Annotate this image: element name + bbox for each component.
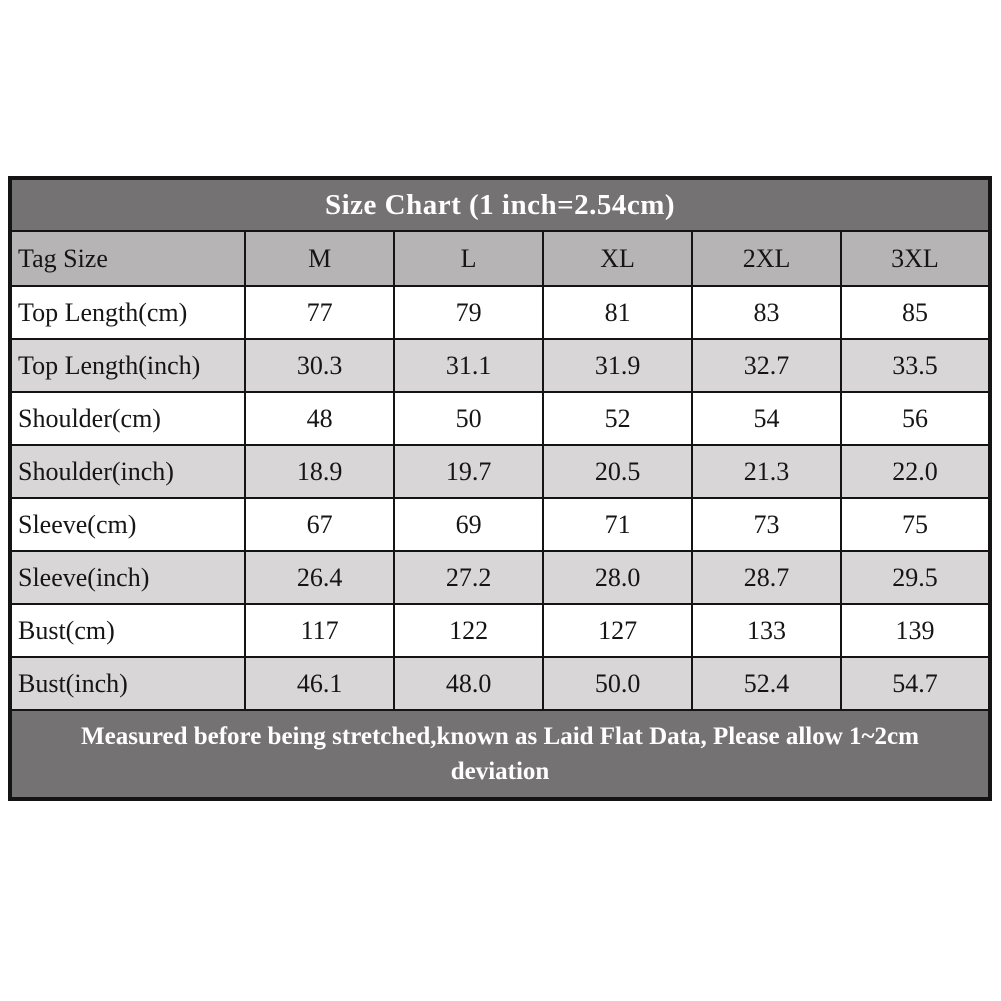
size-value-cell: 69 [393, 497, 545, 552]
size-value-cell: 75 [840, 497, 991, 552]
size-value-cell: 28.0 [542, 550, 694, 605]
footnote-row: Measured before being stretched,known as… [9, 709, 991, 800]
size-value-cell: 73 [691, 497, 842, 552]
size-value-cell: 31.1 [393, 338, 545, 393]
size-value-cell: 18.9 [244, 444, 396, 499]
table-row-sleeve-inch: Sleeve(inch) 26.4 27.2 28.0 28.7 29.5 [8, 550, 991, 605]
size-value-cell: 52.4 [691, 656, 842, 711]
row-label: Shoulder(cm) [8, 391, 247, 446]
size-value-cell: 50 [393, 391, 545, 446]
size-value-cell: 117 [244, 603, 396, 658]
row-label: Top Length(inch) [8, 338, 247, 393]
table-row-sleeve-cm: Sleeve(cm) 67 69 71 73 75 [8, 497, 991, 552]
row-label: Sleeve(cm) [8, 497, 247, 552]
table-row-top-length-cm: Top Length(cm) 77 79 81 83 85 [8, 285, 991, 340]
size-value-cell: 21.3 [691, 444, 842, 499]
col-header-size-2xl: 2XL [691, 230, 842, 287]
col-header-size-xl: XL [542, 230, 694, 287]
size-value-cell: 48.0 [393, 656, 545, 711]
size-value-cell: 85 [840, 285, 991, 340]
size-value-cell: 22.0 [840, 444, 991, 499]
size-value-cell: 54 [691, 391, 842, 446]
table-row-shoulder-cm: Shoulder(cm) 48 50 52 54 56 [8, 391, 991, 446]
size-value-cell: 77 [244, 285, 396, 340]
size-value-cell: 71 [542, 497, 694, 552]
size-value-cell: 139 [840, 603, 991, 658]
column-header-row: Tag Size M L XL 2XL 3XL [8, 230, 991, 287]
size-value-cell: 122 [393, 603, 545, 658]
table-row-top-length-inch: Top Length(inch) 30.3 31.1 31.9 32.7 33.… [8, 338, 991, 393]
row-label: Sleeve(inch) [8, 550, 247, 605]
chart-footnote: Measured before being stretched,known as… [9, 709, 991, 800]
size-value-cell: 54.7 [840, 656, 991, 711]
size-chart-table: Size Chart (1 inch=2.54cm) Tag Size M L … [8, 176, 992, 801]
row-label: Bust(cm) [8, 603, 247, 658]
table-row-bust-cm: Bust(cm) 117 122 127 133 139 [8, 603, 991, 658]
table-row-bust-inch: Bust(inch) 46.1 48.0 50.0 52.4 54.7 [8, 656, 991, 711]
size-value-cell: 133 [691, 603, 842, 658]
size-value-cell: 48 [244, 391, 396, 446]
col-header-size-l: L [393, 230, 545, 287]
size-value-cell: 52 [542, 391, 694, 446]
size-value-cell: 27.2 [393, 550, 545, 605]
size-chart-container: Size Chart (1 inch=2.54cm) Tag Size M L … [8, 176, 992, 801]
size-value-cell: 81 [542, 285, 694, 340]
size-value-cell: 26.4 [244, 550, 396, 605]
chart-title: Size Chart (1 inch=2.54cm) [9, 177, 991, 232]
size-value-cell: 50.0 [542, 656, 694, 711]
size-value-cell: 79 [393, 285, 545, 340]
row-label: Top Length(cm) [8, 285, 247, 340]
size-value-cell: 29.5 [840, 550, 991, 605]
size-value-cell: 83 [691, 285, 842, 340]
size-value-cell: 67 [244, 497, 396, 552]
table-row-shoulder-inch: Shoulder(inch) 18.9 19.7 20.5 21.3 22.0 [8, 444, 991, 499]
size-value-cell: 56 [840, 391, 991, 446]
col-header-tag-size: Tag Size [8, 230, 247, 287]
size-value-cell: 127 [542, 603, 694, 658]
size-value-cell: 19.7 [393, 444, 545, 499]
size-value-cell: 46.1 [244, 656, 396, 711]
col-header-size-3xl: 3XL [840, 230, 991, 287]
col-header-size-m: M [244, 230, 396, 287]
size-value-cell: 33.5 [840, 338, 991, 393]
title-row: Size Chart (1 inch=2.54cm) [9, 177, 991, 232]
size-value-cell: 28.7 [691, 550, 842, 605]
row-label: Shoulder(inch) [8, 444, 247, 499]
size-value-cell: 20.5 [542, 444, 694, 499]
row-label: Bust(inch) [8, 656, 247, 711]
size-value-cell: 30.3 [244, 338, 396, 393]
size-value-cell: 32.7 [691, 338, 842, 393]
size-value-cell: 31.9 [542, 338, 694, 393]
